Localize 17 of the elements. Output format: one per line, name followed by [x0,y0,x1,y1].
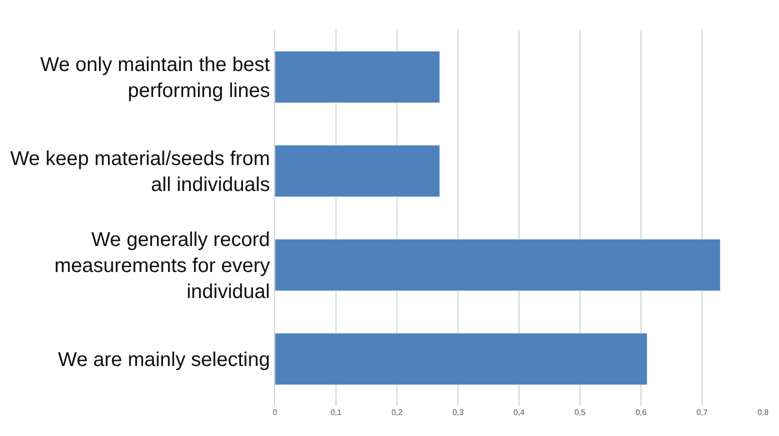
bar [275,238,721,292]
x-tick-label: 0,5 [574,408,586,417]
y-tick-label: We keep material/seeds from all individuals [10,148,270,196]
y-tick-label: We are mainly selecting [58,349,270,371]
y-tick-label: We generally record measurements for every individual [54,229,270,303]
y-tick-label: We only maintain the best performing lines [40,54,270,102]
x-tick-label: 0,6 [635,408,648,417]
x-tick-label: 0,3 [452,408,464,417]
x-tick-label: 0,4 [513,408,526,417]
bar [275,332,648,386]
x-tick-label: 0 [272,408,278,417]
x-tick-label: 0,8 [757,408,770,417]
x-tick-label: 0,1 [330,408,342,417]
x-tick-label: 0,2 [391,408,404,417]
x-tick-label: 0,7 [696,408,708,417]
bar [275,50,440,104]
bar [275,144,440,198]
